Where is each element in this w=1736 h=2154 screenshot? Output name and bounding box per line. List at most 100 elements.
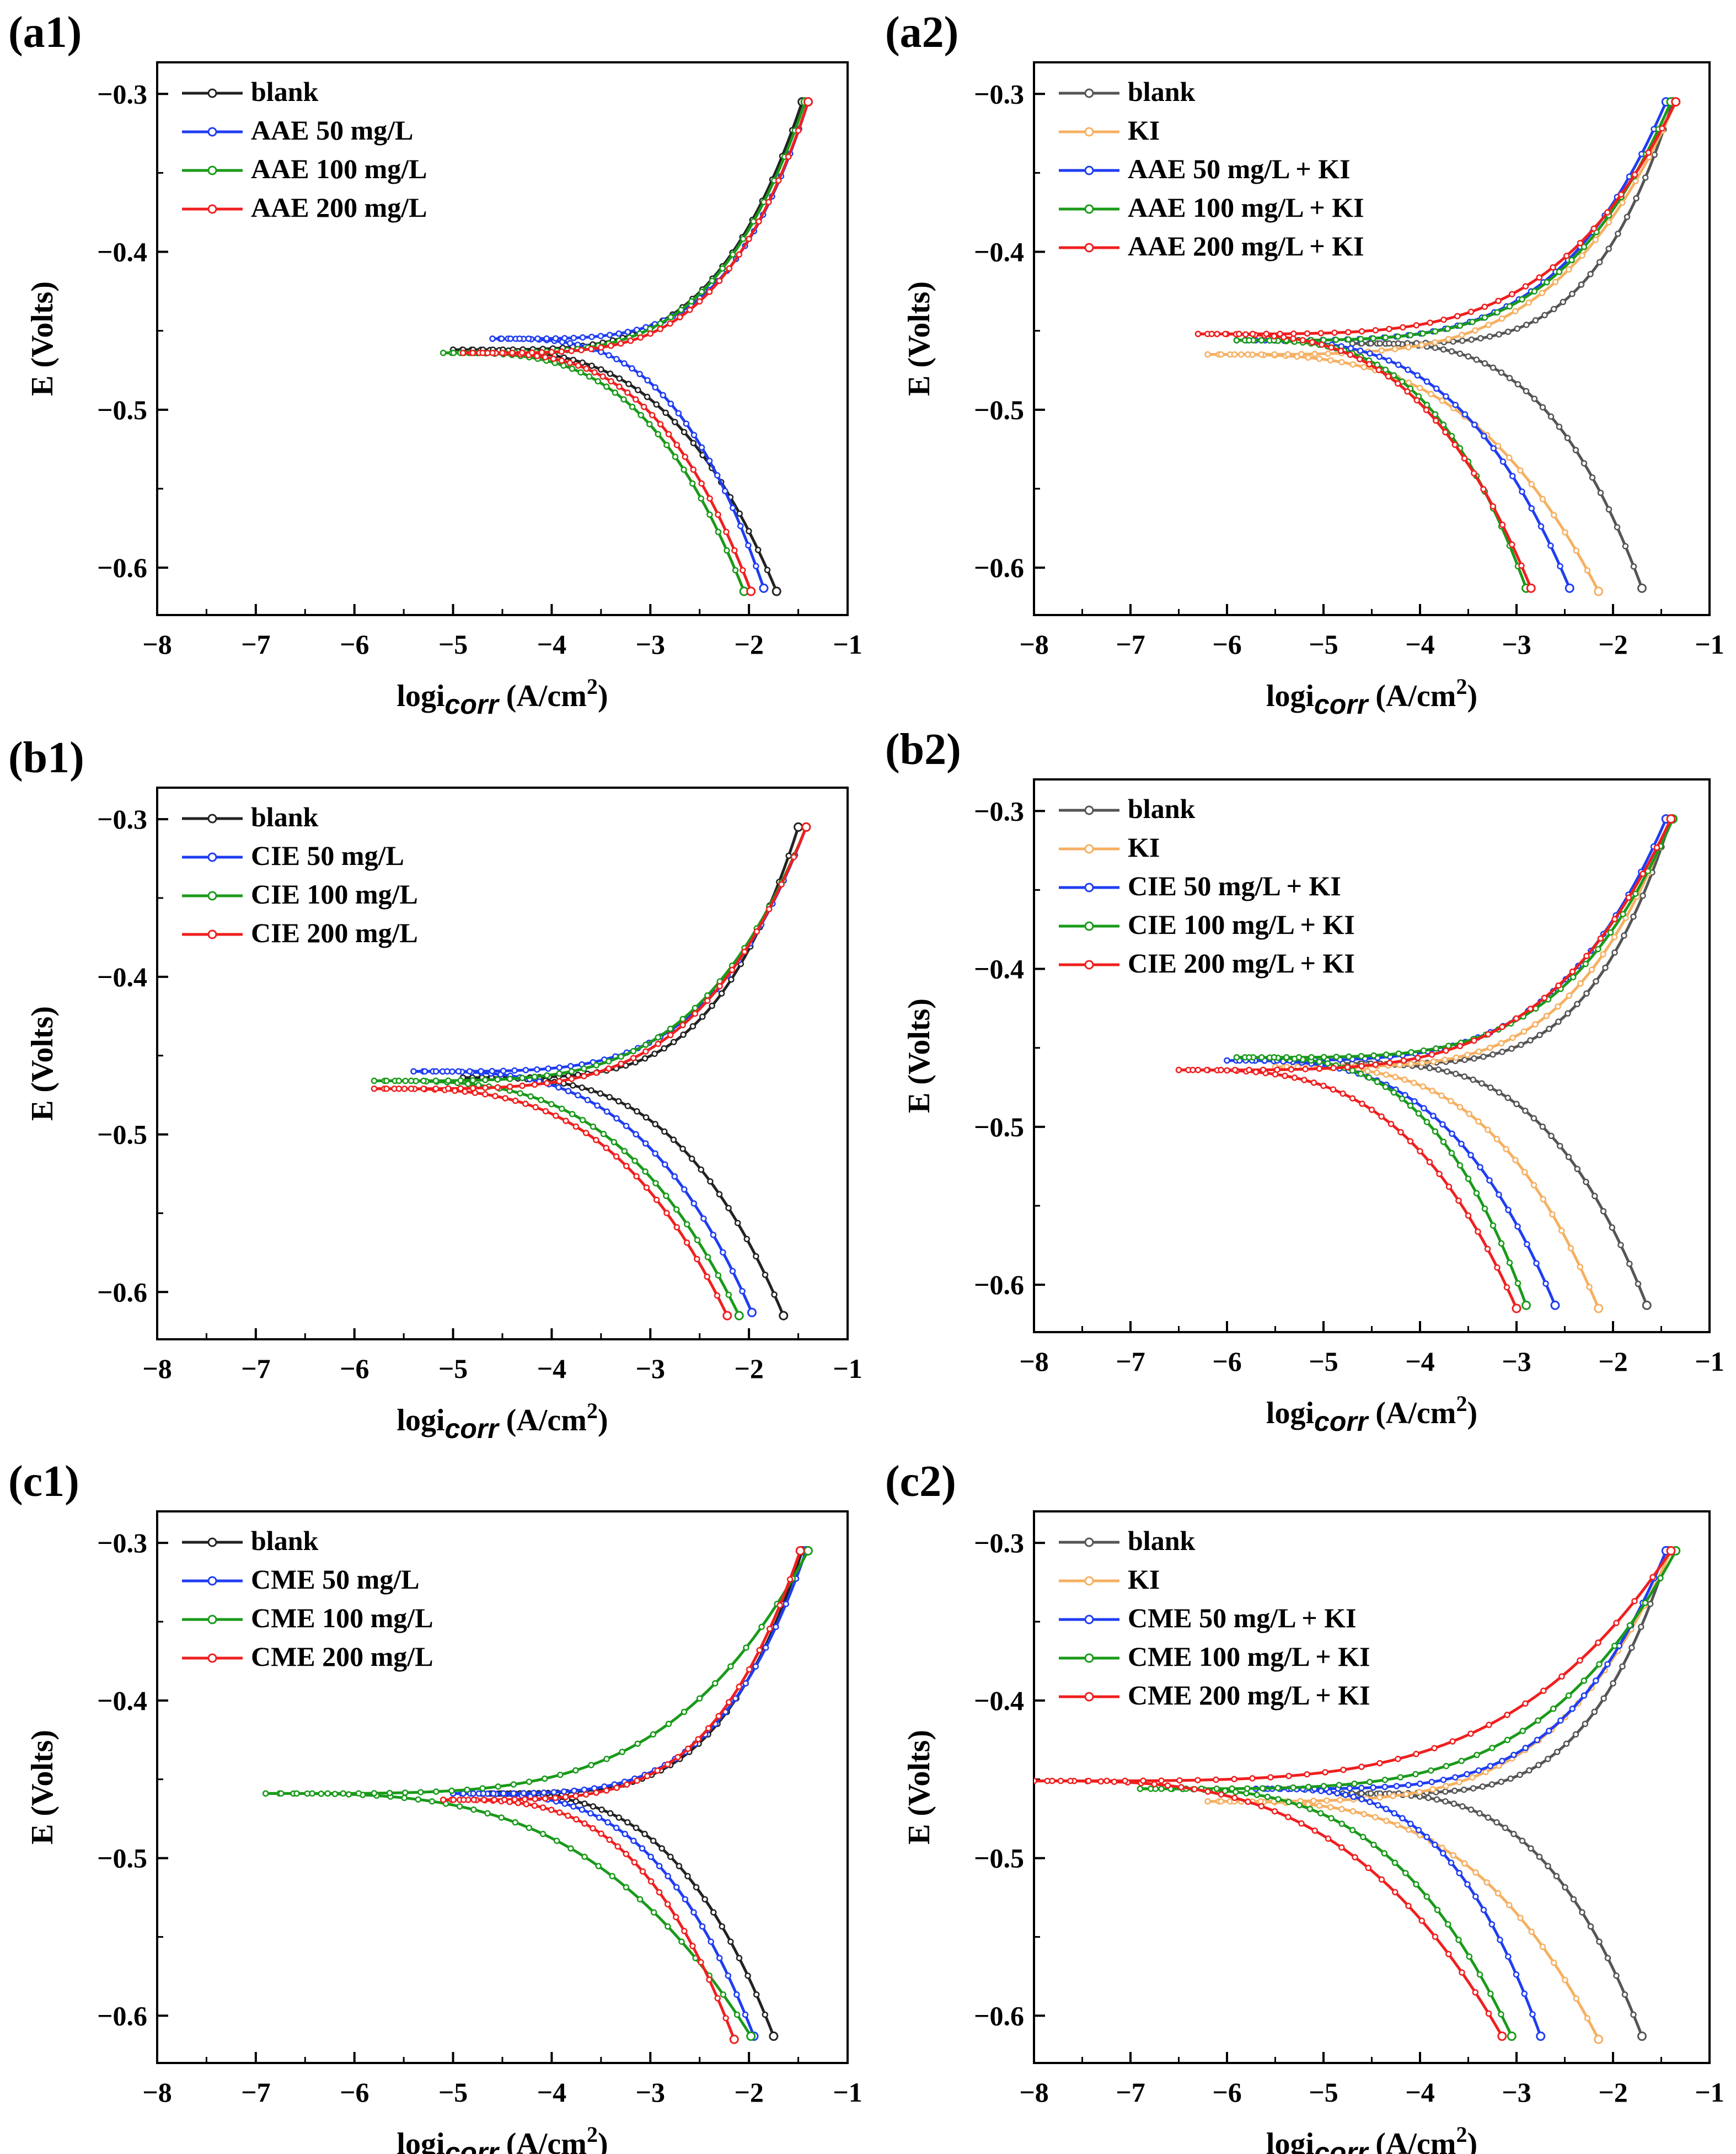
data-point xyxy=(1288,1066,1295,1073)
data-point xyxy=(556,1078,562,1084)
data-point xyxy=(633,1173,640,1180)
data-point xyxy=(492,1093,499,1099)
data-point xyxy=(606,332,613,339)
data-point xyxy=(1472,327,1478,334)
data-point xyxy=(1448,1098,1454,1104)
data-point xyxy=(1263,330,1270,338)
x-axis-ticks: −8 −7 −6 −5 −4 −3 −2 −1 xyxy=(142,1328,862,1384)
data-point xyxy=(470,1806,477,1813)
data-point xyxy=(667,320,673,327)
panel-label: (c2) xyxy=(885,1457,956,1506)
data-point xyxy=(1510,1751,1517,1759)
data-point xyxy=(587,1810,594,1817)
data-point xyxy=(634,1740,641,1747)
data-point xyxy=(1349,361,1357,368)
data-point xyxy=(1541,312,1548,319)
data-point xyxy=(583,365,590,372)
data-point xyxy=(519,1082,526,1089)
data-point xyxy=(706,1976,712,1983)
data-point xyxy=(1464,1771,1470,1778)
data-point xyxy=(709,1002,715,1009)
data-point xyxy=(1305,1783,1312,1790)
data-point xyxy=(1429,1087,1436,1094)
data-point xyxy=(1637,583,1647,593)
data-point xyxy=(765,906,773,912)
data-point xyxy=(692,1010,699,1017)
data-point xyxy=(1565,1153,1572,1161)
data-point xyxy=(1444,325,1451,332)
x-tick-label: −4 xyxy=(1405,1346,1435,1377)
data-point xyxy=(778,881,785,888)
data-point xyxy=(542,1795,549,1802)
data-point xyxy=(741,948,748,955)
x-tick-label: −3 xyxy=(1502,629,1531,660)
data-point xyxy=(1607,929,1614,936)
data-point xyxy=(769,2031,779,2041)
data-point xyxy=(618,1060,624,1067)
data-point xyxy=(786,1576,794,1583)
data-point xyxy=(1421,1105,1427,1111)
data-point xyxy=(1498,315,1505,322)
data-point xyxy=(542,354,549,361)
data-point xyxy=(1505,1953,1512,1960)
data-point xyxy=(1461,455,1468,462)
legend-swatch-marker xyxy=(1084,883,1094,892)
data-point xyxy=(1649,1574,1656,1580)
data-point xyxy=(1417,1780,1423,1787)
data-point xyxy=(1489,364,1497,371)
panel-label: (b1) xyxy=(8,734,84,782)
data-point xyxy=(803,97,813,107)
data-point xyxy=(1402,1869,1409,1877)
data-point xyxy=(1285,1814,1292,1820)
data-point xyxy=(1057,1777,1064,1784)
data-point xyxy=(553,1112,559,1119)
legend-swatch-marker xyxy=(1084,243,1094,253)
data-point xyxy=(1434,1906,1441,1914)
data-point xyxy=(1485,2010,1492,2017)
data-point xyxy=(603,1108,610,1115)
anodic-branch-line xyxy=(374,826,808,1082)
cathodic-branch-line xyxy=(1236,1056,1528,1306)
data-point xyxy=(1391,1859,1399,1866)
data-point xyxy=(1213,1785,1220,1792)
data-point xyxy=(1316,1065,1323,1072)
data-point xyxy=(657,320,664,327)
data-point xyxy=(1619,1663,1626,1670)
data-point xyxy=(1151,1781,1158,1788)
data-point xyxy=(1487,1762,1494,1770)
data-point xyxy=(742,2011,749,2018)
data-point xyxy=(1498,1240,1505,1247)
data-point xyxy=(1548,1132,1555,1140)
x-tick-label: −1 xyxy=(833,2077,862,2108)
data-point xyxy=(1178,1784,1185,1790)
data-point xyxy=(498,335,505,342)
data-point xyxy=(1358,1052,1365,1060)
y-tick-label: −0.6 xyxy=(97,2000,147,2031)
data-point xyxy=(1543,1013,1550,1019)
data-point xyxy=(1395,361,1402,368)
data-point xyxy=(736,510,743,517)
x-axis-title-close: ) xyxy=(598,1403,608,1437)
data-point xyxy=(1419,1083,1427,1090)
data-point xyxy=(1231,1794,1238,1802)
anodic-branch-line xyxy=(1178,818,1673,1072)
x-axis-title-main: logi xyxy=(397,679,444,713)
x-tick-label: −4 xyxy=(537,2077,567,2108)
x-tick-label: −1 xyxy=(1695,2077,1724,2108)
data-point xyxy=(593,1062,600,1069)
x-axis-title: logicorr (A/cm2) xyxy=(397,2122,608,2154)
series-aae-200-mg-l xyxy=(459,97,813,596)
y-axis-title: E (Volts) xyxy=(25,1730,60,1845)
x-tick-label: −7 xyxy=(1116,1346,1145,1377)
data-point xyxy=(698,495,705,502)
data-point xyxy=(716,1191,723,1198)
x-axis-title: logicorr (A/cm2) xyxy=(397,1398,608,1444)
data-point xyxy=(1555,982,1562,989)
data-point xyxy=(1573,547,1580,554)
data-point xyxy=(647,1878,655,1885)
data-point xyxy=(736,1955,743,1961)
data-point xyxy=(543,335,550,342)
data-point xyxy=(647,330,654,337)
data-point xyxy=(704,997,711,1004)
x-tick-label: −7 xyxy=(241,629,271,660)
